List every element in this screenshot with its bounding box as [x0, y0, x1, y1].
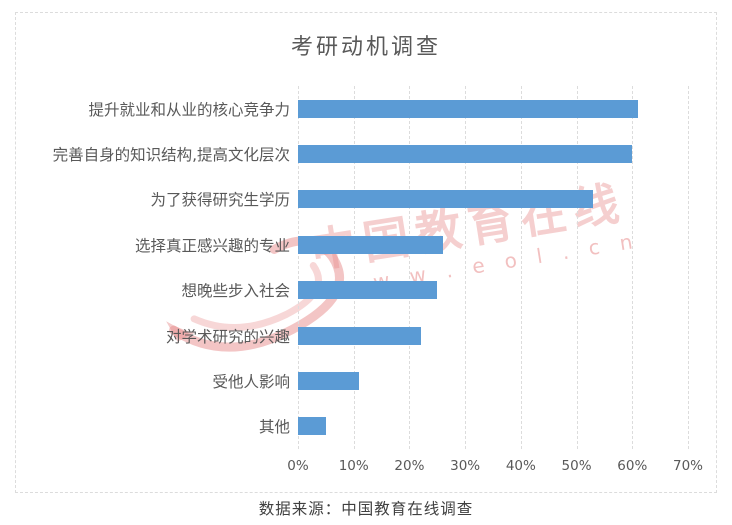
- x-axis: 0% 10% 20% 30% 40% 50% 60% 70%: [287, 458, 703, 480]
- x-axis-tick-label: 30%: [450, 458, 481, 474]
- x-axis-tick-label: 20%: [394, 458, 425, 474]
- bar: [298, 371, 360, 390]
- bar: [298, 145, 633, 164]
- category-label: 选择真正感兴趣的专业: [134, 236, 290, 255]
- x-axis-tick-label: 10%: [338, 458, 369, 474]
- data-source-caption: 数据来源：中国教育在线调查: [258, 500, 474, 518]
- chart-frame: 考研动机调查 中国教育在线 w w w . e o l . c n 提升就业和从…: [15, 12, 717, 493]
- bar: [298, 235, 443, 254]
- x-axis-tick-label: 40%: [505, 458, 536, 474]
- bar: [298, 281, 438, 300]
- category-label: 对学术研究的兴趣: [165, 327, 290, 346]
- category-label: 受他人影响: [212, 372, 290, 391]
- gridline: [298, 86, 299, 449]
- x-axis-tick-label: 70%: [672, 458, 704, 474]
- x-axis-tick-label: 50%: [561, 458, 592, 474]
- gridline: [576, 86, 578, 449]
- gridline: [409, 86, 411, 449]
- category-label: 想晚些步入社会: [181, 282, 290, 301]
- category-label: 提升就业和从业的核心竞争力: [88, 100, 290, 119]
- category-label: 完善自身的知识结构,提高文化层次: [52, 146, 290, 165]
- category-axis: 提升就业和从业的核心竞争力完善自身的知识结构,提高文化层次为了获得研究生学历选择…: [24, 86, 290, 449]
- x-axis-tick-label: 60%: [617, 458, 648, 474]
- x-axis-tick-label: 0%: [287, 458, 309, 474]
- gridline: [520, 86, 522, 449]
- gridline: [688, 86, 689, 449]
- bar: [298, 417, 326, 436]
- category-label: 其他: [258, 418, 290, 437]
- gridline: [632, 86, 634, 449]
- plot-area: [298, 86, 689, 449]
- bar: [298, 326, 421, 345]
- gridline: [465, 86, 467, 449]
- category-label: 为了获得研究生学历: [150, 191, 290, 210]
- bar: [298, 99, 638, 118]
- chart-title: 考研动机调查: [290, 35, 441, 60]
- bar: [298, 190, 594, 209]
- gridline: [353, 86, 355, 449]
